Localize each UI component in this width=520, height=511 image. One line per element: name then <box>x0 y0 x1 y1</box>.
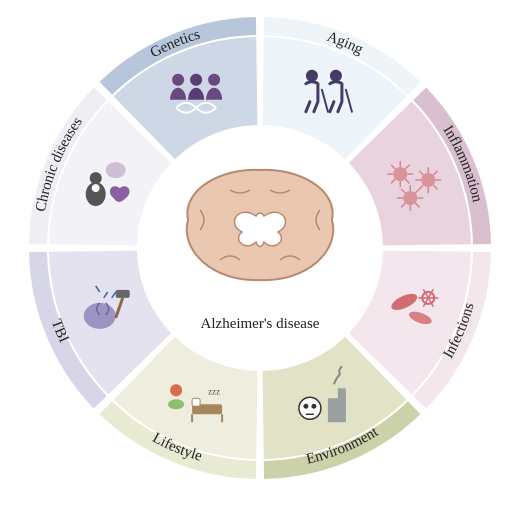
risk-factor-wheel: AgingInflammationInfectionsEnvironmentLi… <box>0 0 520 511</box>
center-label: Alzheimer's disease <box>0 316 520 333</box>
svg-text:zzz: zzz <box>208 386 220 396</box>
genetics-icon <box>170 74 222 113</box>
brain-icon <box>187 170 333 280</box>
